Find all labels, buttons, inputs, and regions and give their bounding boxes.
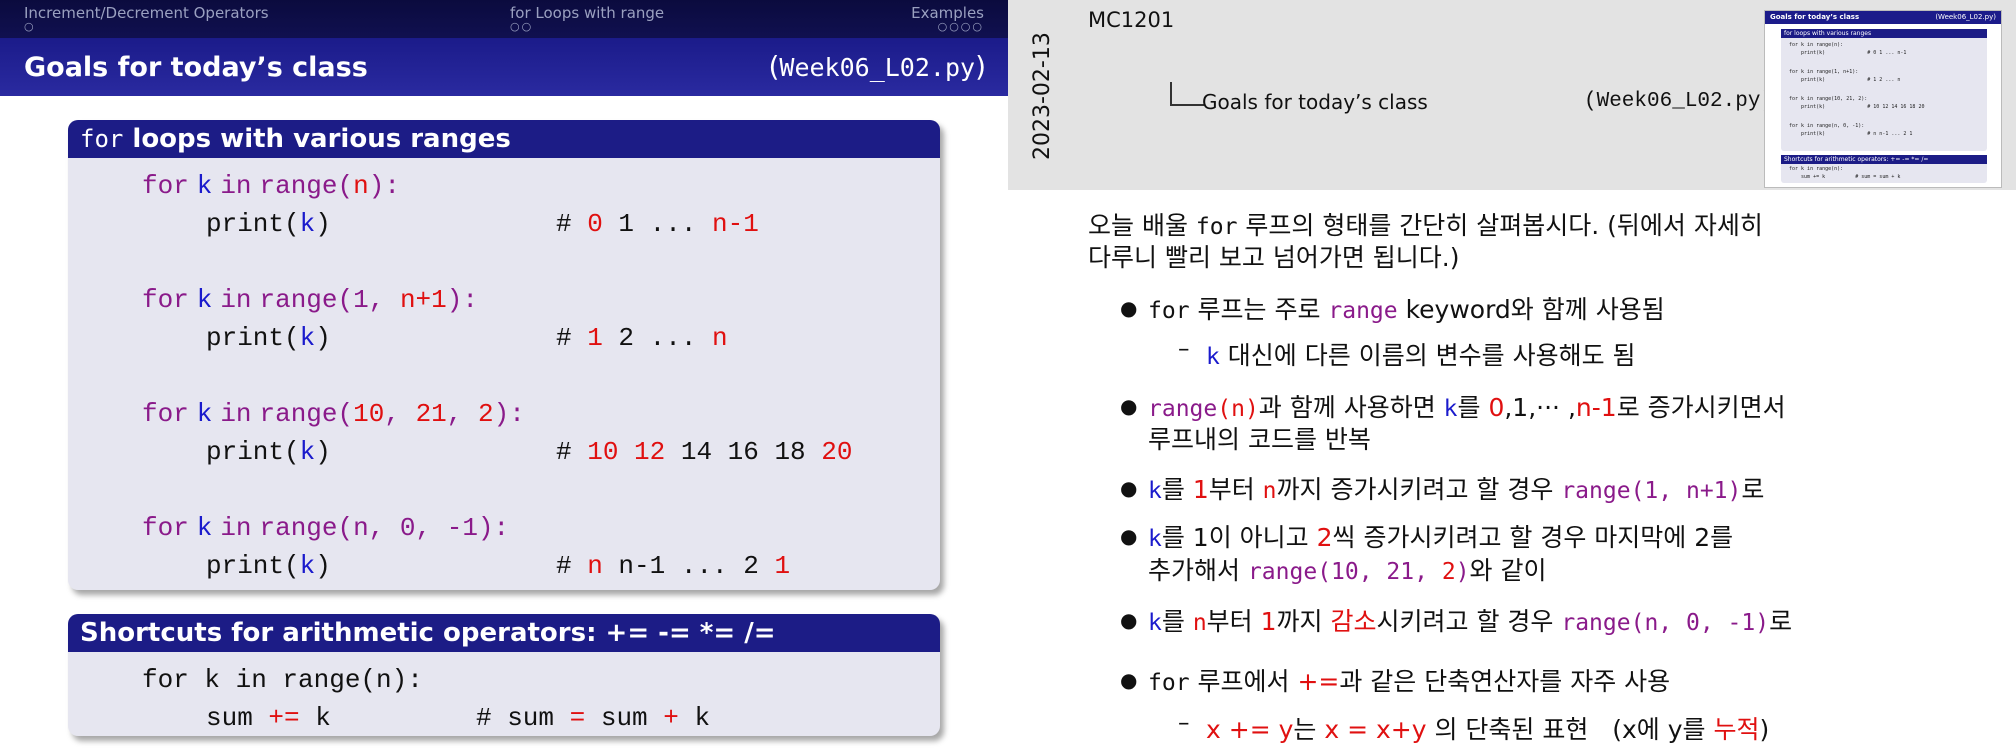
bullet-6-sub: x += y는 x = x+y 의 단축된 표현 (x에 y를 누적) <box>1206 715 1770 744</box>
nav-section-increment[interactable]: Increment/Decrement Operators <box>24 4 269 22</box>
bullet-3: k를 1부터 n까지 증가시키려고 할 경우 range(1, n+1)로 <box>1148 475 1765 504</box>
bullet-5-marker: ● <box>1120 608 1138 632</box>
bullet-1-sub-marker: – <box>1178 336 1190 362</box>
notes-date: 2023-02-13 <box>1030 32 1055 160</box>
slide-title: Goals for today’s class <box>24 52 368 83</box>
outline-tree-connector <box>1170 82 1204 106</box>
bullet-6-sub-marker: – <box>1178 710 1190 736</box>
nav-section-for-loops[interactable]: for Loops with range <box>510 4 665 22</box>
comment-line-2: # 0 1 ... n-1 <box>556 209 759 239</box>
code-line-3: for k in range(1, n+1): <box>142 285 478 315</box>
bullet-1-marker: ● <box>1120 296 1138 320</box>
comment-line-6: # 10 12 14 16 18 20 <box>556 437 853 467</box>
slide-thumbnail[interactable]: Goals for today’s class (Week06_L02.py) f… <box>1764 10 2002 188</box>
bullet-1: for 루프는 주로 range keyword와 함께 사용됨 <box>1148 295 1665 324</box>
thumb-block-1: for loops with various ranges for k in r… <box>1781 29 1987 151</box>
code-line-1: for k in range(n): <box>142 171 400 201</box>
outline-title: Goals for today’s class <box>1202 90 1428 114</box>
block-for-loops: for loops with various ranges <box>68 120 940 590</box>
code-line-4: print(k) <box>206 323 331 353</box>
code-line-5: for k in range(10, 21, 2): <box>142 399 525 429</box>
title-bar: Goals for today’s class (Week06_L02.py) <box>0 38 1008 96</box>
bullet-4-line-2: 추가해서 range(10, 21, 2)와 같이 <box>1148 556 1547 585</box>
shortcut-code-line-1: for k in range(n): <box>142 665 423 695</box>
bullet-5: k를 n부터 1까지 감소시키려고 할 경우 range(n, 0, -1)로 <box>1148 607 1793 636</box>
bullet-4: k를 1이 아니고 2씩 증가시키려고 할 경우 마지막에 2를 <box>1148 523 1734 552</box>
bullet-3-marker: ● <box>1120 476 1138 500</box>
comment-line-4: # 1 2 ... n <box>556 323 728 353</box>
slide: Increment/Decrement Operators ○ for Loop… <box>0 0 1008 736</box>
nav-section-examples[interactable]: Examples <box>911 4 984 22</box>
block-shortcuts-header: Shortcuts for arithmetic operators: += -… <box>68 614 940 652</box>
bullet-2-marker: ● <box>1120 394 1138 418</box>
shortcut-comment: # sum = sum + k <box>476 703 711 733</box>
bullet-6: for 루프에서 +=과 같은 단축연산자를 자주 사용 <box>1148 667 1671 696</box>
thumb-title-bar: Goals for today’s class (Week06_L02.py) <box>1765 11 2001 24</box>
block-for-loops-header: for loops with various ranges <box>68 120 940 158</box>
bullet-4-marker: ● <box>1120 524 1138 548</box>
thumb-block-2: Shortcuts for arithmetic operators: += -… <box>1781 155 1987 183</box>
code-line-6: print(k) <box>206 437 331 467</box>
comment-line-8: # n n-1 ... 2 1 <box>556 551 791 581</box>
code-line-7: for k in range(n, 0, -1): <box>142 513 510 543</box>
nav-dots-3[interactable]: ○○○○ <box>937 20 984 33</box>
code-line-2: print(k) <box>206 209 331 239</box>
nav-dots-1[interactable]: ○ <box>24 20 36 33</box>
course-code: MC1201 <box>1088 8 1175 32</box>
bullet-6-marker: ● <box>1120 668 1138 692</box>
block-shortcuts: Shortcuts for arithmetic operators: += -… <box>68 614 940 736</box>
bullet-2-line-2: 루프내의 코드를 반복 <box>1148 425 1371 454</box>
bullet-1-sub: k 대신에 다른 이름의 변수를 사용해도 됨 <box>1206 341 1636 370</box>
notes-intro-line-2: 다루니 빨리 보고 넘어가면 됩니다.) <box>1088 243 1460 272</box>
nav-dots-2[interactable]: ○○ <box>510 20 534 33</box>
nav-bar: Increment/Decrement Operators ○ for Loop… <box>0 0 1008 38</box>
slide-file: (Week06_L02.py) <box>768 50 986 83</box>
notes-intro-line-1: 오늘 배울 for 루프의 형태를 간단히 살펴봅시다. (뒤에서 자세히 <box>1088 211 1763 240</box>
shortcut-code-line-2: sum += k <box>206 703 331 733</box>
outline-file: (Week06_L02.py) <box>1584 90 1774 113</box>
bullet-2: range(n)과 함께 사용하면 k를 0,1,··· ,n-1로 증가시키면… <box>1148 393 1786 422</box>
code-line-8: print(k) <box>206 551 331 581</box>
